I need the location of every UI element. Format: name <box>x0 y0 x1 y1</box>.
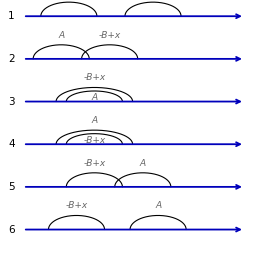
Text: -B+x: -B+x <box>83 159 105 168</box>
Text: -B+x: -B+x <box>98 31 120 40</box>
Text: 5: 5 <box>8 182 15 192</box>
Text: -B+x: -B+x <box>83 136 105 145</box>
Text: 6: 6 <box>8 225 15 234</box>
Text: A: A <box>91 93 97 102</box>
Text: 4: 4 <box>8 139 15 149</box>
Text: A: A <box>139 159 145 168</box>
Text: A: A <box>154 201 161 210</box>
Text: 1: 1 <box>8 11 15 21</box>
Text: 2: 2 <box>8 54 15 64</box>
Text: -B+x: -B+x <box>65 201 87 210</box>
Text: A: A <box>91 116 97 125</box>
Text: -B+x: -B+x <box>83 73 105 82</box>
Text: A: A <box>58 31 64 40</box>
Text: 3: 3 <box>8 97 15 106</box>
